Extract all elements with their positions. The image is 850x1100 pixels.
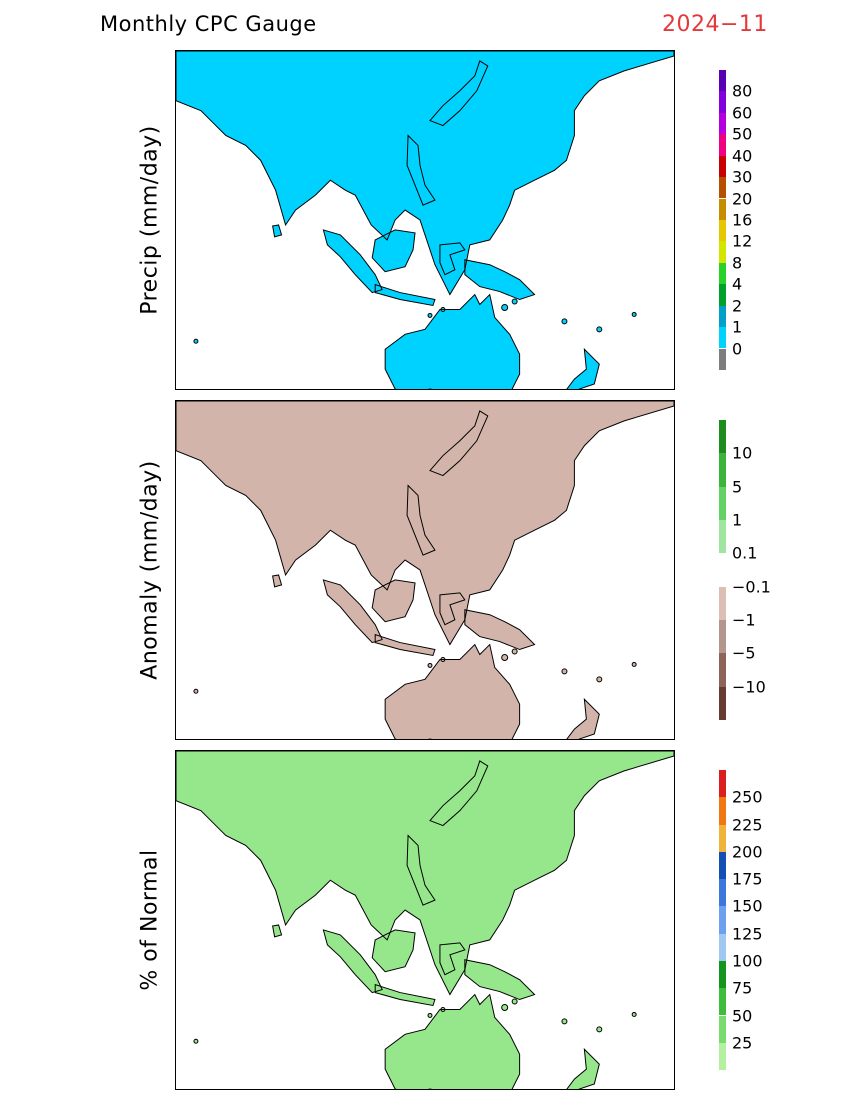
precip-tick-60: 60: [732, 103, 753, 123]
percent-land: [176, 751, 674, 1089]
anomaly-tick-5: 5: [732, 477, 743, 497]
percent-tick-150: 150: [732, 896, 763, 916]
anomaly-tick-1: 1: [732, 510, 743, 530]
percent-map-panel: [175, 750, 675, 1090]
anomaly-colorbar: [719, 420, 726, 720]
precip-tick-4: 4: [732, 274, 743, 294]
precip-tick-2: 2: [732, 296, 743, 316]
percent-tick-250: 250: [732, 787, 763, 807]
precip-land: [176, 51, 674, 389]
percent-colorbar: [719, 770, 726, 1070]
anomaly-tick-10: 10: [732, 443, 753, 463]
precip-colorbar: [719, 70, 726, 370]
percent-tick-225: 225: [732, 815, 763, 834]
percent-tick-75: 75: [732, 978, 753, 998]
percent-axis-label: % of Normal: [137, 849, 163, 991]
anomaly-land: [176, 401, 674, 739]
figure-title: Monthly CPC Gauge: [100, 12, 317, 36]
anomaly-tick-neg-5: −5: [732, 643, 756, 663]
figure-date: 2024−11: [662, 12, 768, 37]
precip-tick-80: 80: [732, 81, 753, 101]
precip-tick-16: 16: [732, 210, 753, 230]
anomaly-axis-label: Anomaly (mm/day): [137, 460, 163, 680]
percent-tick-200: 200: [732, 842, 763, 862]
precip-tick-12: 12: [732, 231, 753, 251]
anomaly-tick-neg-0-1: −0.1: [732, 577, 771, 597]
precip-map-panel: [175, 50, 675, 390]
anomaly-tick-neg-10: −10: [732, 677, 766, 697]
percent-tick-100: 100: [732, 951, 763, 971]
precip-tick-50: 50: [732, 124, 753, 144]
precip-tick-30: 30: [732, 167, 753, 187]
percent-tick-25: 25: [732, 1033, 753, 1053]
anomaly-tick-0-1: 0.1: [732, 543, 758, 563]
precip-tick-20: 20: [732, 189, 753, 208]
precip-axis-label: Precip (mm/day): [137, 125, 163, 315]
anomaly-map-panel: [175, 400, 675, 740]
precip-tick-40: 40: [732, 146, 753, 166]
percent-tick-50: 50: [732, 1006, 753, 1025]
precip-tick-0: 0: [732, 339, 743, 358]
percent-tick-175: 175: [732, 869, 763, 889]
precip-map: [176, 51, 674, 389]
percent-tick-125: 125: [732, 924, 763, 944]
precip-tick-8: 8: [732, 253, 743, 273]
anomaly-map: [176, 401, 674, 739]
precip-tick-1: 1: [732, 317, 743, 337]
percent-map: [176, 751, 674, 1089]
anomaly-tick-neg-1: −1: [732, 610, 756, 630]
